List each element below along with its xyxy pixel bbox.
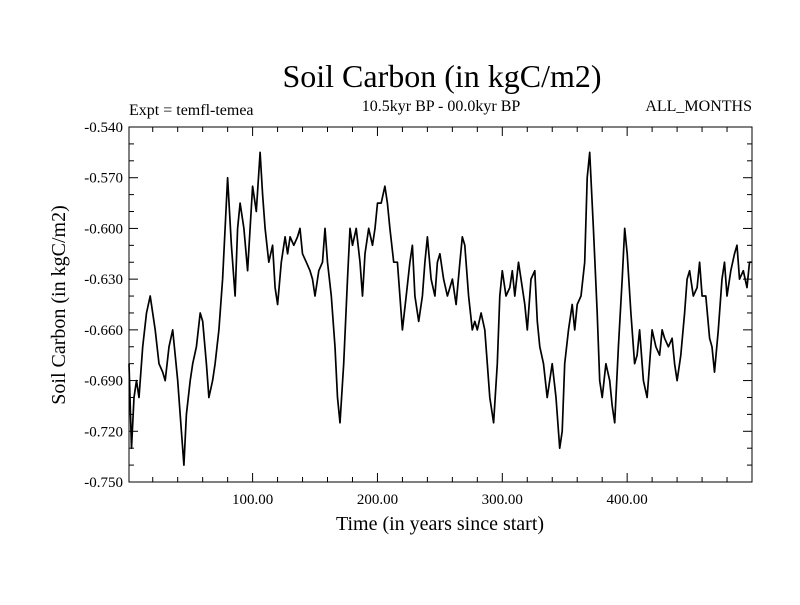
y-tick-label: -0.720 — [84, 424, 123, 440]
x-tick-label: 200.00 — [357, 492, 398, 508]
y-tick-label: -0.540 — [84, 120, 123, 136]
x-axis: 100.00 200.00 300.00 400.00 — [152, 127, 728, 508]
months-label: ALL_MONTHS — [645, 98, 752, 115]
y-tick-label: -0.570 — [84, 171, 123, 187]
y-tick-label: -0.660 — [84, 323, 123, 339]
chart-subtitle: 10.5kyr BP - 00.0kyr BP — [362, 98, 521, 115]
x-tick-label: 100.00 — [232, 492, 273, 508]
chart-title: Soil Carbon (in kgC/m2) — [282, 58, 601, 94]
x-axis-label: Time (in years since start) — [336, 513, 544, 535]
x-tick-label: 400.00 — [607, 492, 648, 508]
y-tick-label: -0.750 — [84, 475, 123, 491]
y-tick-label: -0.630 — [84, 272, 123, 288]
y-axis: -0.540 -0.570 -0.600 -0.630 -0.660 -0.690 -0.7… — [84, 120, 752, 491]
y-tick-label: -0.600 — [84, 221, 123, 237]
experiment-label: Expt = temfl-temea — [129, 102, 254, 119]
y-tick-label: -0.690 — [84, 374, 123, 390]
plot-frame — [128, 126, 753, 483]
soil-carbon-series-line — [128, 151, 752, 466]
y-axis-label: Soil Carbon (in kgC/m2) — [48, 205, 70, 404]
x-tick-label: 300.00 — [482, 492, 523, 508]
